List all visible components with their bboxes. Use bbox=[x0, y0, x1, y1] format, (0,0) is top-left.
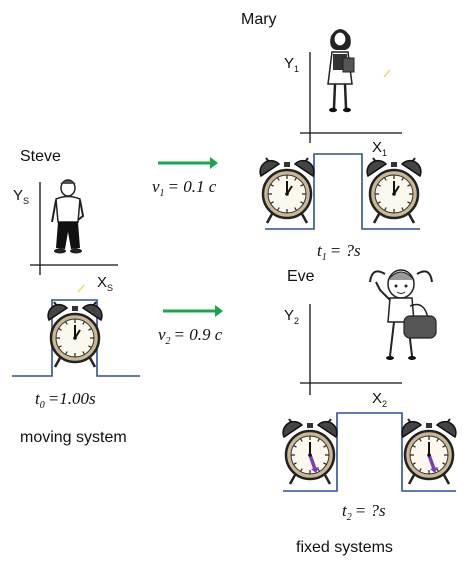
steve-label: Steve bbox=[20, 148, 61, 165]
eve-clock-left bbox=[281, 417, 339, 486]
t2-equation: t2 = ?s bbox=[342, 501, 386, 523]
steve-time-pulse bbox=[12, 299, 140, 377]
eve-label: Eve bbox=[287, 268, 315, 285]
mary-figure bbox=[327, 29, 355, 113]
sparkle-mark bbox=[383, 69, 391, 78]
clock-hand-advanced bbox=[308, 454, 317, 470]
mary-y-axis-label: Y1 bbox=[284, 55, 299, 74]
velocity-arrow-2 bbox=[163, 305, 223, 317]
mary-clock-left bbox=[258, 156, 316, 225]
v2-equation: v2 = 0.9 c bbox=[158, 325, 223, 347]
v1-equation: v1 = 0.1 c bbox=[152, 177, 217, 199]
eve-clock-right bbox=[400, 417, 458, 486]
eve-axes bbox=[300, 304, 402, 395]
fixed-systems-caption: fixed systems bbox=[296, 539, 393, 556]
moving-system-caption: moving system bbox=[20, 429, 127, 446]
eve-figure bbox=[369, 269, 437, 360]
sparkle-mark bbox=[77, 284, 85, 293]
t0-equation: t0 =1.00s bbox=[35, 389, 96, 411]
mary-axes bbox=[300, 52, 402, 143]
steve-clock bbox=[46, 300, 104, 369]
mary-label: Mary bbox=[241, 11, 277, 28]
steve-figure bbox=[51, 179, 85, 254]
eve-x-axis-label: X2 bbox=[372, 390, 387, 409]
t1-equation: t1 = ?s bbox=[317, 241, 361, 263]
eve-time-pulse bbox=[283, 412, 456, 492]
mary-time-pulse bbox=[265, 153, 420, 230]
eve-y-axis-label: Y2 bbox=[284, 307, 299, 326]
velocity-arrow-1 bbox=[158, 157, 218, 169]
steve-y-axis-label: YS bbox=[13, 187, 29, 206]
steve-axes bbox=[30, 182, 118, 275]
steve-x-axis-label: XS bbox=[97, 274, 113, 293]
mary-clock-right bbox=[365, 156, 423, 225]
mary-x-axis-label: X1 bbox=[372, 139, 387, 158]
clock-hand-advanced bbox=[427, 454, 436, 470]
